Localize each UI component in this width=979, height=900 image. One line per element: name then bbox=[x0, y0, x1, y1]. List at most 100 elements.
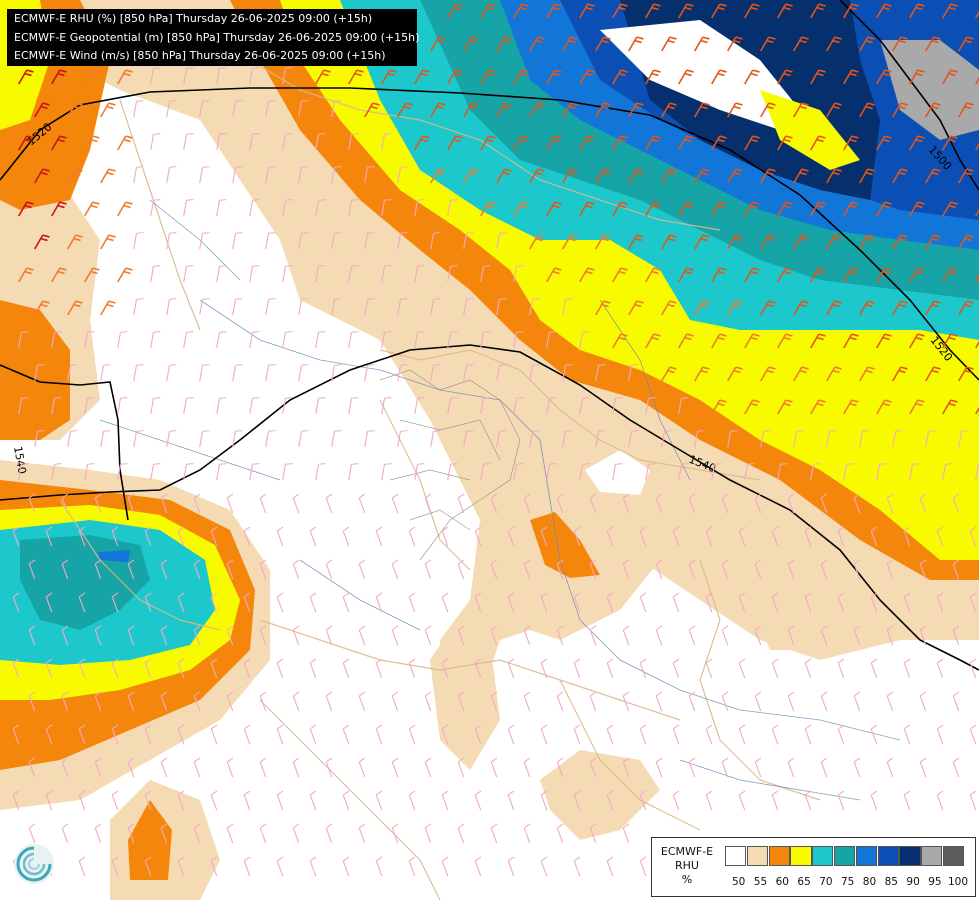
wind-barb bbox=[166, 100, 177, 118]
wind-barb bbox=[133, 364, 144, 382]
wind-barb bbox=[447, 265, 458, 283]
wind-barb bbox=[166, 232, 177, 250]
wind-barb bbox=[342, 526, 350, 547]
wind-barb bbox=[876, 135, 892, 151]
wind-barb bbox=[496, 364, 507, 382]
wind-barb bbox=[117, 463, 128, 481]
wind-barb bbox=[348, 69, 364, 85]
wind-barb bbox=[859, 234, 875, 250]
wind-barb bbox=[331, 430, 342, 448]
wind-barb bbox=[754, 559, 762, 580]
wind-barb bbox=[787, 559, 795, 580]
wind-barb bbox=[226, 823, 234, 844]
wind-barb bbox=[579, 69, 595, 85]
wind-barb bbox=[876, 3, 892, 19]
wind-barb bbox=[639, 724, 647, 745]
wind-barb bbox=[276, 658, 284, 679]
wind-barb bbox=[292, 493, 300, 514]
wind-barb bbox=[309, 790, 317, 811]
wind-barb bbox=[210, 724, 218, 745]
wind-barb bbox=[430, 430, 441, 448]
wind-barb bbox=[199, 232, 210, 250]
wind-barb bbox=[216, 397, 227, 415]
wind-barb bbox=[705, 790, 713, 811]
wind-barb bbox=[727, 430, 738, 448]
wind-barb bbox=[744, 3, 760, 19]
wind-barb bbox=[843, 267, 859, 283]
wind-barb bbox=[348, 463, 359, 481]
wind-barb bbox=[447, 69, 463, 85]
wind-barb bbox=[777, 69, 793, 85]
wind-barb bbox=[315, 265, 326, 283]
wind-barb bbox=[282, 331, 293, 349]
wind-barb bbox=[100, 102, 116, 118]
wind-barb bbox=[408, 724, 416, 745]
wind-barb bbox=[579, 135, 595, 151]
wind-barb bbox=[463, 430, 474, 448]
rivers bbox=[99, 199, 901, 801]
wind-barb bbox=[309, 856, 317, 877]
wind-barb bbox=[490, 493, 498, 514]
wind-barb bbox=[969, 790, 977, 811]
wind-barb bbox=[430, 232, 441, 250]
wind-barb bbox=[579, 201, 595, 217]
wind-barb bbox=[199, 166, 210, 184]
wind-barb bbox=[876, 201, 892, 217]
wind-barb bbox=[859, 168, 875, 184]
wind-barb bbox=[424, 757, 432, 778]
wind-barb bbox=[348, 265, 359, 283]
wind-barb bbox=[193, 691, 201, 712]
wind-barb bbox=[259, 625, 267, 646]
wind-barb bbox=[259, 757, 267, 778]
wind-barb bbox=[183, 67, 194, 85]
wind-barb bbox=[678, 3, 694, 19]
wind-barb bbox=[886, 757, 894, 778]
wind-barb bbox=[375, 790, 383, 811]
wind-barb bbox=[490, 559, 498, 580]
wind-barb bbox=[480, 3, 496, 19]
wind-barb bbox=[859, 430, 870, 448]
wind-barb bbox=[529, 234, 545, 250]
wind-barb bbox=[408, 856, 416, 877]
wind-barb bbox=[447, 463, 458, 481]
wind-barb bbox=[232, 232, 243, 250]
wind-barb bbox=[727, 168, 743, 184]
wind-barb bbox=[606, 526, 614, 547]
wind-barb bbox=[457, 625, 465, 646]
wind-barb bbox=[744, 333, 760, 349]
wind-barb bbox=[243, 724, 251, 745]
wind-barb bbox=[441, 658, 449, 679]
wind-barb bbox=[919, 625, 927, 646]
wind-barb bbox=[100, 364, 111, 382]
wind-barb bbox=[952, 691, 960, 712]
legend-swatch bbox=[746, 846, 769, 866]
wind-barb bbox=[183, 199, 194, 217]
wind-barb bbox=[672, 526, 680, 547]
wind-barb bbox=[903, 724, 911, 745]
wind-barb bbox=[628, 364, 639, 382]
wind-barb bbox=[754, 493, 762, 514]
wind-barb bbox=[678, 69, 694, 85]
wind-barb bbox=[678, 397, 689, 415]
wind-barb bbox=[969, 724, 977, 745]
wind-barb bbox=[150, 133, 161, 151]
wind-barb bbox=[166, 364, 177, 382]
wind-barb bbox=[556, 823, 564, 844]
wind-barb bbox=[34, 234, 50, 250]
wind-barb bbox=[249, 133, 260, 151]
wind-barb bbox=[315, 397, 326, 415]
wind-barb bbox=[672, 724, 680, 745]
wind-barb bbox=[457, 559, 465, 580]
wind-barb bbox=[661, 300, 677, 316]
wind-barb bbox=[259, 691, 267, 712]
wind-barb bbox=[507, 658, 515, 679]
wind-barb bbox=[276, 724, 284, 745]
wind-barb bbox=[975, 76, 979, 85]
wind-barb bbox=[639, 658, 647, 679]
wind-barb-layer bbox=[12, 3, 979, 877]
wind-barb bbox=[936, 724, 944, 745]
legend-tick-label: 80 bbox=[862, 876, 877, 888]
legend-tick-label: 100 bbox=[948, 876, 969, 888]
wind-barb bbox=[111, 526, 119, 547]
wind-barb bbox=[474, 526, 482, 547]
